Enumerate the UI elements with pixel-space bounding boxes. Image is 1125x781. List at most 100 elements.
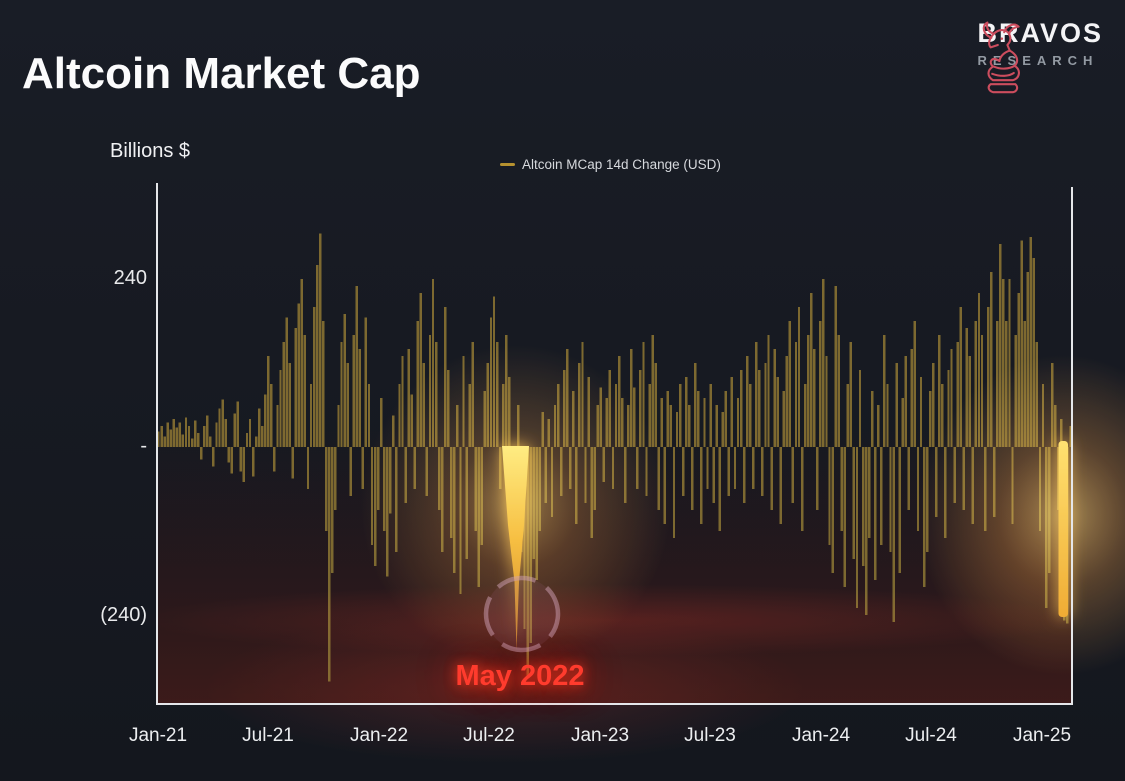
bar (291, 447, 294, 479)
bar (718, 447, 721, 531)
bar (340, 342, 343, 447)
bar (419, 293, 423, 447)
bar (947, 370, 950, 447)
bar (318, 233, 322, 447)
bar (221, 399, 224, 447)
bar (779, 447, 782, 524)
bar (758, 370, 761, 447)
bar (965, 328, 968, 447)
bar (959, 307, 962, 447)
x-tick-jan21: Jan-21 (128, 725, 188, 746)
y-tick-zero: - (140, 435, 147, 457)
bar (813, 349, 816, 447)
y-tick-240: 240 (113, 267, 147, 289)
bar (730, 377, 734, 447)
bar (212, 447, 215, 467)
bar (810, 293, 813, 447)
bar (684, 377, 688, 447)
bar (169, 429, 172, 447)
bar (675, 412, 679, 447)
bar (309, 384, 313, 447)
bar (694, 363, 697, 447)
jan-2025-highlight-bar (1058, 441, 1068, 617)
bar (843, 447, 846, 587)
bar (816, 447, 819, 510)
bar (206, 415, 209, 447)
bull-knight-logo-icon (983, 21, 1021, 94)
bar (431, 279, 435, 447)
bar (697, 391, 700, 447)
bar (913, 321, 917, 447)
bar (181, 434, 185, 447)
bar (898, 447, 901, 573)
bar (886, 384, 889, 447)
bar (245, 433, 249, 447)
bar (932, 363, 935, 447)
bar (822, 279, 825, 447)
bar (303, 335, 307, 447)
bar (986, 307, 990, 447)
bar (325, 447, 328, 531)
bottom-red-glow (205, 613, 805, 763)
bar (193, 420, 197, 447)
x-tick-jul23: Jul-23 (684, 725, 736, 746)
bar (1029, 237, 1033, 447)
bar (715, 405, 718, 447)
bar (797, 307, 801, 447)
bar (267, 356, 270, 447)
bar (846, 384, 850, 447)
bar (703, 398, 706, 447)
brand-subtitle: RESEARCH (977, 53, 1099, 68)
brand-text: BRAVOS RESEARCH (977, 18, 1103, 68)
bar (1020, 240, 1023, 447)
bar (688, 405, 691, 447)
bar (294, 328, 297, 447)
bar (691, 447, 694, 510)
bar (755, 342, 758, 447)
bar (166, 422, 169, 447)
bar (654, 363, 657, 447)
bar (379, 398, 383, 447)
bar (254, 436, 258, 447)
bar (837, 335, 840, 447)
bar (877, 405, 880, 447)
bar (239, 447, 243, 472)
bar (700, 447, 703, 524)
bar (749, 384, 752, 447)
bar (727, 447, 731, 496)
bar (770, 447, 773, 510)
bar (736, 398, 740, 447)
bar (883, 335, 886, 447)
bar (874, 447, 877, 580)
page-title: Altcoin Market Cap (22, 49, 421, 99)
may-2022-highlight-bar (502, 446, 529, 650)
bar (800, 447, 804, 531)
bar (178, 422, 182, 447)
bar (337, 405, 340, 447)
bar (261, 426, 264, 447)
bar (175, 427, 179, 447)
bar (867, 447, 871, 538)
legend: Altcoin MCap 14d Change (USD) (500, 157, 721, 172)
bar (257, 408, 261, 447)
bar (346, 363, 349, 447)
axis-frame (156, 183, 1073, 705)
bar (200, 447, 203, 460)
bar (230, 447, 233, 474)
bar (733, 447, 737, 489)
bar (773, 349, 776, 447)
bar (849, 342, 853, 447)
bar (782, 391, 785, 447)
bar (233, 413, 236, 447)
bar (938, 335, 941, 447)
bar (209, 436, 212, 447)
bar (950, 349, 953, 447)
bar (190, 438, 194, 447)
brand-name: BRAVOS (977, 18, 1103, 48)
bar (297, 303, 301, 447)
bar (709, 384, 712, 447)
bar (803, 384, 807, 447)
bar (642, 342, 645, 447)
bar (251, 447, 255, 477)
